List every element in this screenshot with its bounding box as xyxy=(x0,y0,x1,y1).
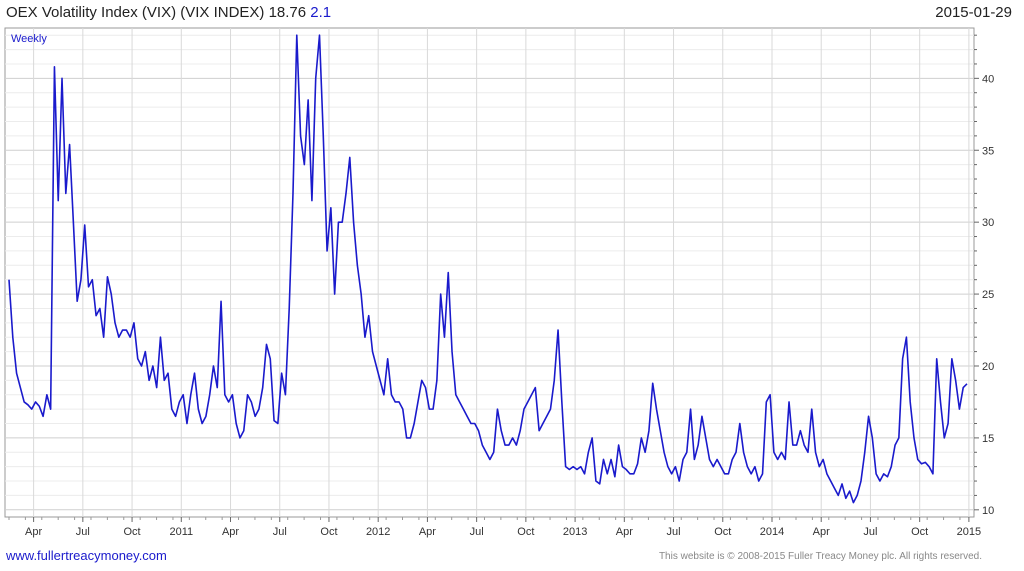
y-tick-label: 40 xyxy=(982,73,994,85)
vix-series-line xyxy=(8,34,968,504)
x-tick-label: 2015 xyxy=(957,526,981,538)
x-tick-label: Oct xyxy=(714,526,731,538)
x-tick-label: 2012 xyxy=(366,526,390,538)
x-tick-label: Jul xyxy=(667,526,681,538)
y-tick-label: 20 xyxy=(982,361,994,373)
x-tick-label: Apr xyxy=(616,526,633,538)
x-tick-label: 2011 xyxy=(169,526,193,538)
copyright-notice: This website is © 2008-2015 Fuller Treac… xyxy=(658,551,982,562)
x-tick-label: Jul xyxy=(863,526,877,538)
x-tick-label: Jul xyxy=(273,526,287,538)
x-tick-label: Apr xyxy=(813,526,830,538)
y-tick-label: 35 xyxy=(982,145,994,157)
chart-date: 2015-01-29 xyxy=(935,4,1012,21)
title-text: OEX Volatility Index (VIX) (VIX INDEX) 1… xyxy=(6,4,307,21)
y-tick-label: 30 xyxy=(982,217,994,229)
x-tick-label: Apr xyxy=(222,526,239,538)
x-tick-label: Oct xyxy=(517,526,534,538)
y-tick-label: 10 xyxy=(982,505,994,517)
plot-area xyxy=(4,27,975,518)
x-tick-label: Apr xyxy=(25,526,42,538)
y-tick-label: 15 xyxy=(982,433,994,445)
x-tick-label: 2014 xyxy=(760,526,784,538)
y-tick-label: 25 xyxy=(982,289,994,301)
x-tick-label: Jul xyxy=(470,526,484,538)
x-tick-label: Oct xyxy=(911,526,928,538)
website-link[interactable]: www.fullertreacymoney.com xyxy=(6,548,167,563)
x-tick-label: Oct xyxy=(320,526,337,538)
chart-title: OEX Volatility Index (VIX) (VIX INDEX) 1… xyxy=(6,4,331,21)
x-tick-label: Oct xyxy=(124,526,141,538)
x-tick-label: Jul xyxy=(76,526,90,538)
period-label: Weekly xyxy=(11,33,47,45)
x-tick-label: Apr xyxy=(419,526,436,538)
change-value: 2.1 xyxy=(310,4,332,21)
x-tick-label: 2013 xyxy=(563,526,587,538)
